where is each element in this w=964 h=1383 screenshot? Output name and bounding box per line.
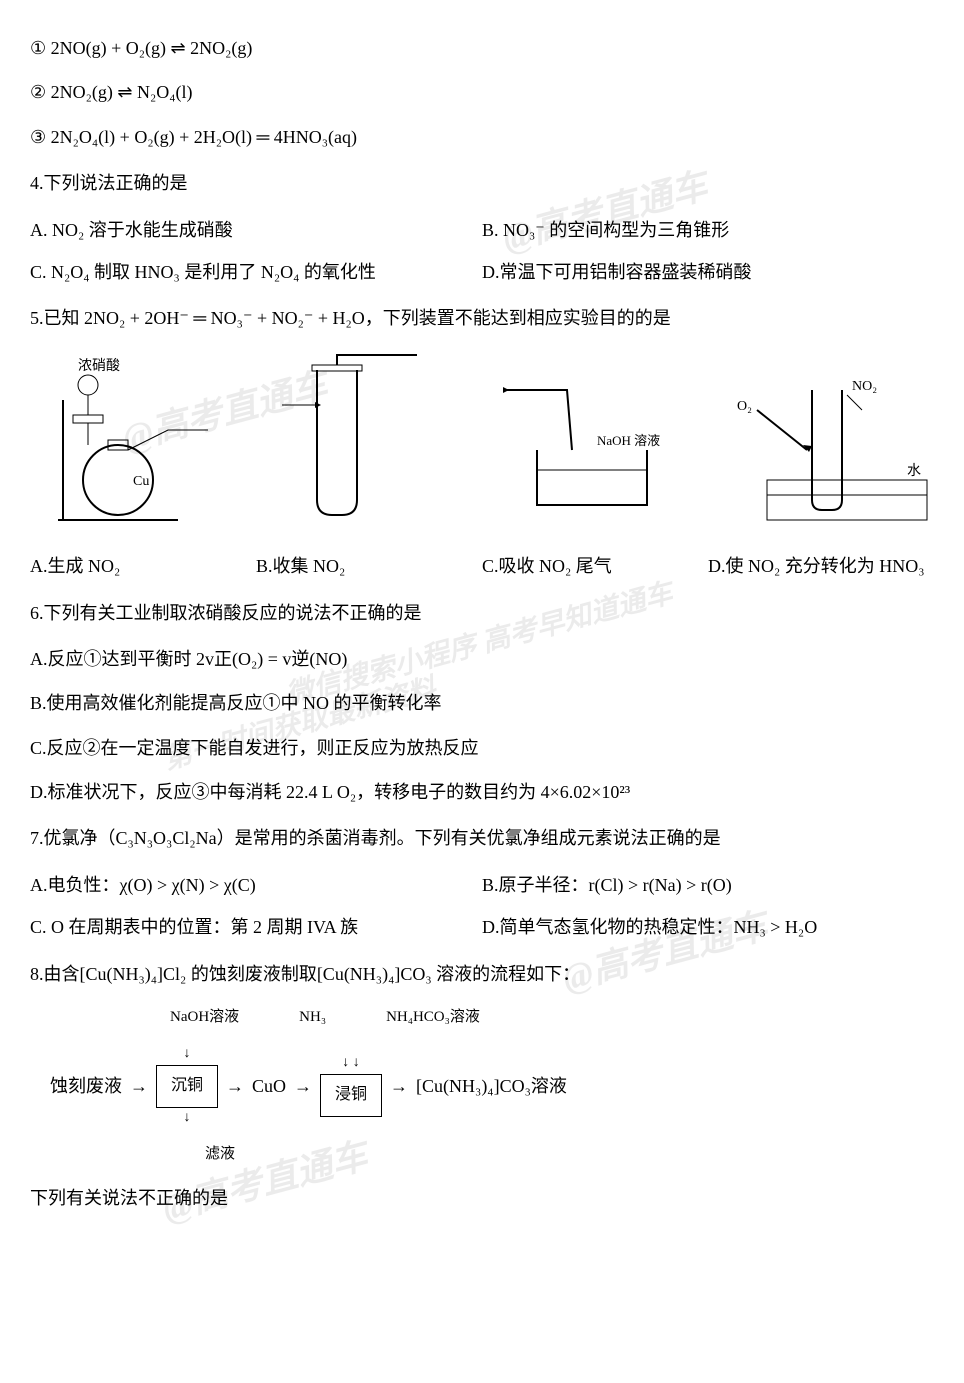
q5-diagram-a: 浓硝酸 Cu [30,350,247,540]
flow-arrow-icon: → [294,1070,312,1102]
svg-text:水: 水 [907,463,921,479]
watermark-4: 第一时间获取最新资料 [158,665,442,786]
flow-down-label: 滤液 [205,1146,235,1162]
equation-3: ③ 2N₂O₄(l) + O₂(g) + 2H₂O(l) ═ 4HNO₃(aq) [30,121,934,153]
q6-option-d: D.标准状况下，反应③中每消耗 22.4 L O₂，转移电子的数目约为 4×6.… [30,776,934,808]
flow-label-nh3: NH₃ [299,1004,326,1031]
q5-diagram-d: O₂ NO₂ 水 [717,350,934,540]
svg-text:Cu: Cu [133,474,149,489]
q4-option-d: D.常温下可用铝制容器盛装稀硝酸 [482,256,934,288]
svg-text:O₂: O₂ [737,399,752,414]
flow-down-arrow-icon: ↓ [184,1046,191,1063]
q5-option-d: D.使 NO₂ 充分转化为 HNO₃ [708,550,934,582]
svg-text:浓硝酸: 浓硝酸 [78,358,120,374]
equation-1: ① 2NO(g) + O₂(g) ⇌ 2NO₂(g) [30,32,934,64]
q7-stem: 7.优氯净（C₃N₃O₃Cl₂Na）是常用的杀菌消毒剂。下列有关优氯净组成元素说… [30,822,934,854]
flow-arrow-icon: → [390,1070,408,1102]
flow-box-1: 沉铜 [156,1065,218,1108]
q8-stem: 8.由含[Cu(NH₃)₄]Cl₂ 的蚀刻废液制取[Cu(NH₃)₄]CO₃ 溶… [30,958,934,990]
flow-down-arrow-icon: ↓ [184,1110,191,1127]
q4-option-a: A. NO₂ 溶于水能生成硝酸 [30,214,482,246]
q5-option-c: C.吸收 NO₂ 尾气 [482,550,708,582]
q4-option-b: B. NO₃⁻ 的空间构型为三角锥形 [482,214,934,246]
equation-2: ② 2NO₂(g) ⇌ N₂O₄(l) [30,76,934,108]
q5-option-b: B.收集 NO₂ [256,550,482,582]
q7-option-b: B.原子半径：r(Cl) > r(Na) > r(O) [482,869,934,901]
flow-arrow-icon: → [130,1070,148,1102]
q7-option-a: A.电负性：χ(O) > χ(N) > χ(C) [30,869,482,901]
flow-down-arrow-icon: ↓ ↓ [342,1055,360,1072]
flow-start: 蚀刻废液 [50,1070,122,1102]
q5-diagram-b [259,350,476,540]
q6-option-c: C.反应②在一定温度下能自发进行，则正反应为放热反应 [30,732,934,764]
flow-mid: CuO [252,1070,286,1102]
q5-diagram-row: 浓硝酸 Cu [30,350,934,540]
q5-stem: 5.已知 2NO₂ + 2OH⁻ ═ NO₃⁻ + NO₂⁻ + H₂O，下列装… [30,302,934,334]
q5-diagram-c: NaOH 溶液 [488,350,705,540]
svg-text:NaOH 溶液: NaOH 溶液 [597,433,660,448]
q6-option-a: A.反应①达到平衡时 2v正(O₂) = v逆(NO) [30,643,934,675]
flow-box-2: 浸铜 [320,1074,382,1117]
q8-tail: 下列有关说法不正确的是 [30,1182,934,1214]
q8-flow-diagram: NaOH溶液 NH₃ NH₄HCO₃溶液 蚀刻废液 → ↓ 沉铜 ↓ → CuO… [30,1004,934,1168]
flow-label-naoh: NaOH溶液 [170,1004,239,1031]
q7-option-c: C. O 在周期表中的位置：第 2 周期 IVA 族 [30,911,482,943]
svg-text:NO₂: NO₂ [852,379,877,394]
q4-stem: 4.下列说法正确的是 [30,167,934,199]
flow-label-nh4hco3: NH₄HCO₃溶液 [386,1004,480,1031]
q7-option-d: D.简单气态氢化物的热稳定性：NH₃ > H₂O [482,911,934,943]
flow-arrow-icon: → [226,1070,244,1102]
q5-option-a: A.生成 NO₂ [30,550,256,582]
q4-option-c: C. N₂O₄ 制取 HNO₃ 是利用了 N₂O₄ 的氧化性 [30,256,482,288]
q6-option-b: B.使用高效催化剂能提高反应①中 NO 的平衡转化率 [30,687,934,719]
flow-end: [Cu(NH₃)₄]CO₃溶液 [416,1070,567,1102]
q6-stem: 6.下列有关工业制取浓硝酸反应的说法不正确的是 [30,597,934,629]
